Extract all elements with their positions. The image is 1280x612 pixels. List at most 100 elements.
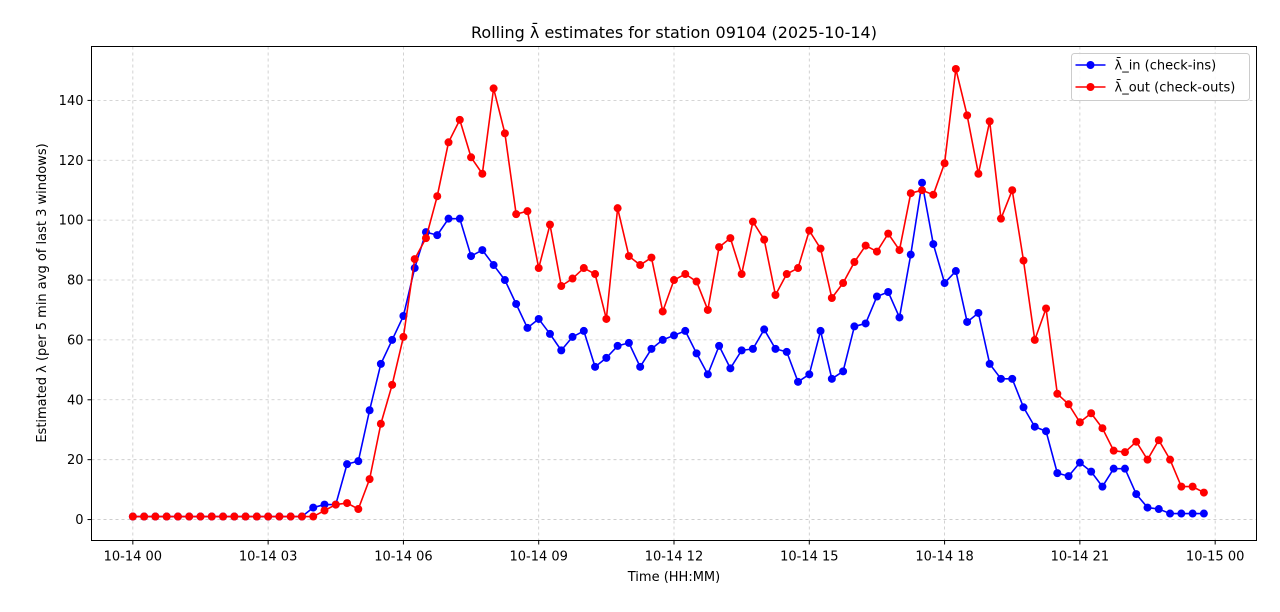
legend-marker bbox=[1086, 61, 1095, 69]
y-tick-label: 100 bbox=[59, 214, 84, 229]
data-point bbox=[647, 344, 656, 353]
data-point bbox=[252, 512, 261, 521]
data-point bbox=[805, 226, 814, 235]
data-point bbox=[602, 314, 611, 323]
data-point bbox=[410, 264, 419, 273]
y-tick-label: 0 bbox=[75, 513, 83, 528]
data-point bbox=[1188, 482, 1197, 491]
data-point bbox=[557, 282, 566, 291]
data-point bbox=[320, 506, 329, 515]
data-point bbox=[771, 291, 780, 299]
data-point bbox=[1008, 186, 1017, 195]
data-point bbox=[545, 329, 554, 338]
gridlines bbox=[91, 46, 1257, 541]
data-point bbox=[1075, 418, 1084, 427]
legend-label: λ̄_in (check-ins) bbox=[1115, 58, 1217, 73]
data-point bbox=[365, 406, 374, 415]
x-tick-label: 10-14 00 bbox=[104, 550, 162, 565]
data-point bbox=[726, 234, 735, 243]
data-point bbox=[534, 264, 543, 273]
data-point bbox=[568, 332, 577, 341]
data-point bbox=[128, 512, 137, 521]
data-point bbox=[827, 374, 836, 383]
data-point bbox=[658, 307, 667, 316]
data-point bbox=[636, 362, 645, 371]
data-point bbox=[545, 220, 554, 229]
series-group bbox=[128, 64, 1208, 521]
data-point bbox=[1120, 448, 1129, 457]
data-point bbox=[1087, 467, 1096, 476]
data-point bbox=[1132, 490, 1141, 499]
data-point bbox=[951, 64, 960, 73]
data-point bbox=[489, 261, 498, 270]
data-point bbox=[782, 347, 791, 356]
data-point bbox=[376, 359, 385, 368]
x-tick-label: 10-14 03 bbox=[239, 550, 297, 565]
data-point bbox=[816, 326, 825, 335]
data-point bbox=[264, 512, 273, 521]
data-point bbox=[433, 192, 442, 201]
data-point bbox=[895, 313, 904, 322]
data-point bbox=[185, 512, 194, 521]
data-point bbox=[1120, 464, 1129, 473]
data-point bbox=[974, 308, 983, 317]
y-tick-label: 80 bbox=[67, 274, 84, 289]
data-point bbox=[309, 503, 318, 512]
data-point bbox=[929, 240, 938, 249]
data-point bbox=[512, 299, 521, 308]
data-point bbox=[286, 512, 295, 521]
data-point bbox=[636, 261, 645, 270]
data-point bbox=[658, 335, 667, 344]
data-point bbox=[670, 276, 678, 285]
data-point bbox=[455, 214, 464, 223]
y-tick-label: 120 bbox=[59, 154, 84, 169]
data-point bbox=[207, 512, 216, 521]
data-point bbox=[996, 214, 1005, 223]
data-point bbox=[467, 252, 476, 261]
legend: λ̄_in (check-ins) λ̄_out (check-outs) bbox=[1071, 53, 1250, 101]
data-point bbox=[602, 353, 611, 362]
legend-marker bbox=[1086, 83, 1095, 91]
data-point bbox=[1109, 446, 1118, 455]
data-point bbox=[1098, 424, 1107, 433]
data-point bbox=[444, 214, 453, 223]
data-point bbox=[151, 512, 160, 521]
data-point bbox=[872, 247, 881, 256]
data-point bbox=[1132, 437, 1141, 446]
data-point bbox=[478, 246, 487, 255]
x-tick-label: 10-14 06 bbox=[374, 550, 432, 565]
data-point bbox=[1008, 374, 1017, 383]
data-point bbox=[591, 362, 600, 371]
data-point bbox=[918, 186, 927, 195]
data-point bbox=[782, 270, 791, 279]
data-point bbox=[681, 270, 690, 279]
data-point bbox=[467, 153, 476, 162]
data-point bbox=[929, 190, 938, 199]
data-point bbox=[974, 169, 983, 178]
data-point bbox=[715, 341, 724, 350]
data-point bbox=[1019, 403, 1028, 412]
data-point bbox=[1166, 509, 1175, 518]
data-point bbox=[839, 367, 848, 376]
data-point bbox=[963, 317, 972, 326]
data-point bbox=[1177, 509, 1186, 518]
data-point bbox=[884, 229, 893, 238]
data-point bbox=[1199, 488, 1208, 497]
data-point bbox=[624, 338, 633, 347]
data-point bbox=[1064, 472, 1073, 481]
data-point bbox=[376, 419, 385, 428]
data-point bbox=[737, 270, 746, 279]
data-point bbox=[703, 370, 712, 379]
data-point bbox=[444, 138, 453, 147]
data-point bbox=[1042, 427, 1051, 436]
data-point bbox=[771, 344, 780, 353]
data-point bbox=[354, 505, 363, 514]
y-tick-label: 40 bbox=[67, 393, 84, 408]
data-point bbox=[365, 475, 374, 484]
data-point bbox=[1154, 436, 1163, 445]
data-point bbox=[1109, 464, 1118, 473]
data-point bbox=[1030, 335, 1039, 344]
data-point bbox=[760, 235, 769, 244]
